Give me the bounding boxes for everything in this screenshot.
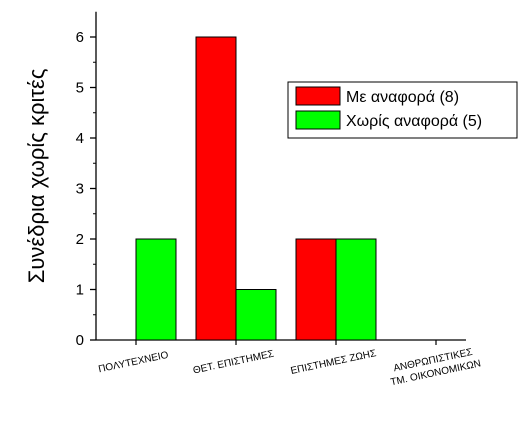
legend-swatch: [295, 110, 341, 130]
x-category-label-line: ΕΠΙΣΤΗΜΕΣ ΖΩΗΣ: [290, 348, 378, 377]
x-category-label: ΑΝΘΡΩΠΙΣΤΙΚΕΣΤΜ. ΟΙΚΟΝΟΜΙΚΩΝ: [387, 346, 482, 389]
bar-me-anafora: [295, 238, 337, 341]
legend-label: Χωρίς αναφορά (5): [346, 113, 482, 130]
y-tick-label: 6: [76, 29, 84, 46]
legend-label: Με αναφορά (8): [346, 89, 459, 106]
y-tick-label: 5: [76, 80, 84, 97]
x-category-label: ΠΟΛΥΤΕΧΝΕΙΟ: [97, 350, 169, 376]
bar-me-anafora: [195, 36, 237, 341]
y-tick-label: 2: [76, 231, 84, 248]
x-category-label-line: ΘΕΤ. ΕΠΙΣΤΗΜΕΣ: [192, 349, 275, 377]
y-axis-title: Συνέδρια χωρίς κριτές: [24, 69, 49, 284]
x-category-label-line: ΠΟΛΥΤΕΧΝΕΙΟ: [97, 350, 169, 376]
bar-xoris-anafora: [235, 289, 277, 341]
y-tick-label: 3: [76, 181, 84, 198]
legend-swatch: [295, 86, 341, 106]
bar-xoris-anafora: [135, 238, 177, 341]
x-category-label: ΕΠΙΣΤΗΜΕΣ ΖΩΗΣ: [290, 348, 378, 377]
x-category-label: ΘΕΤ. ΕΠΙΣΤΗΜΕΣ: [192, 349, 275, 377]
y-tick-label: 4: [76, 130, 84, 147]
bar-xoris-anafora: [335, 238, 377, 341]
y-tick-label: 1: [76, 282, 84, 299]
y-tick-label: 0: [76, 332, 84, 349]
